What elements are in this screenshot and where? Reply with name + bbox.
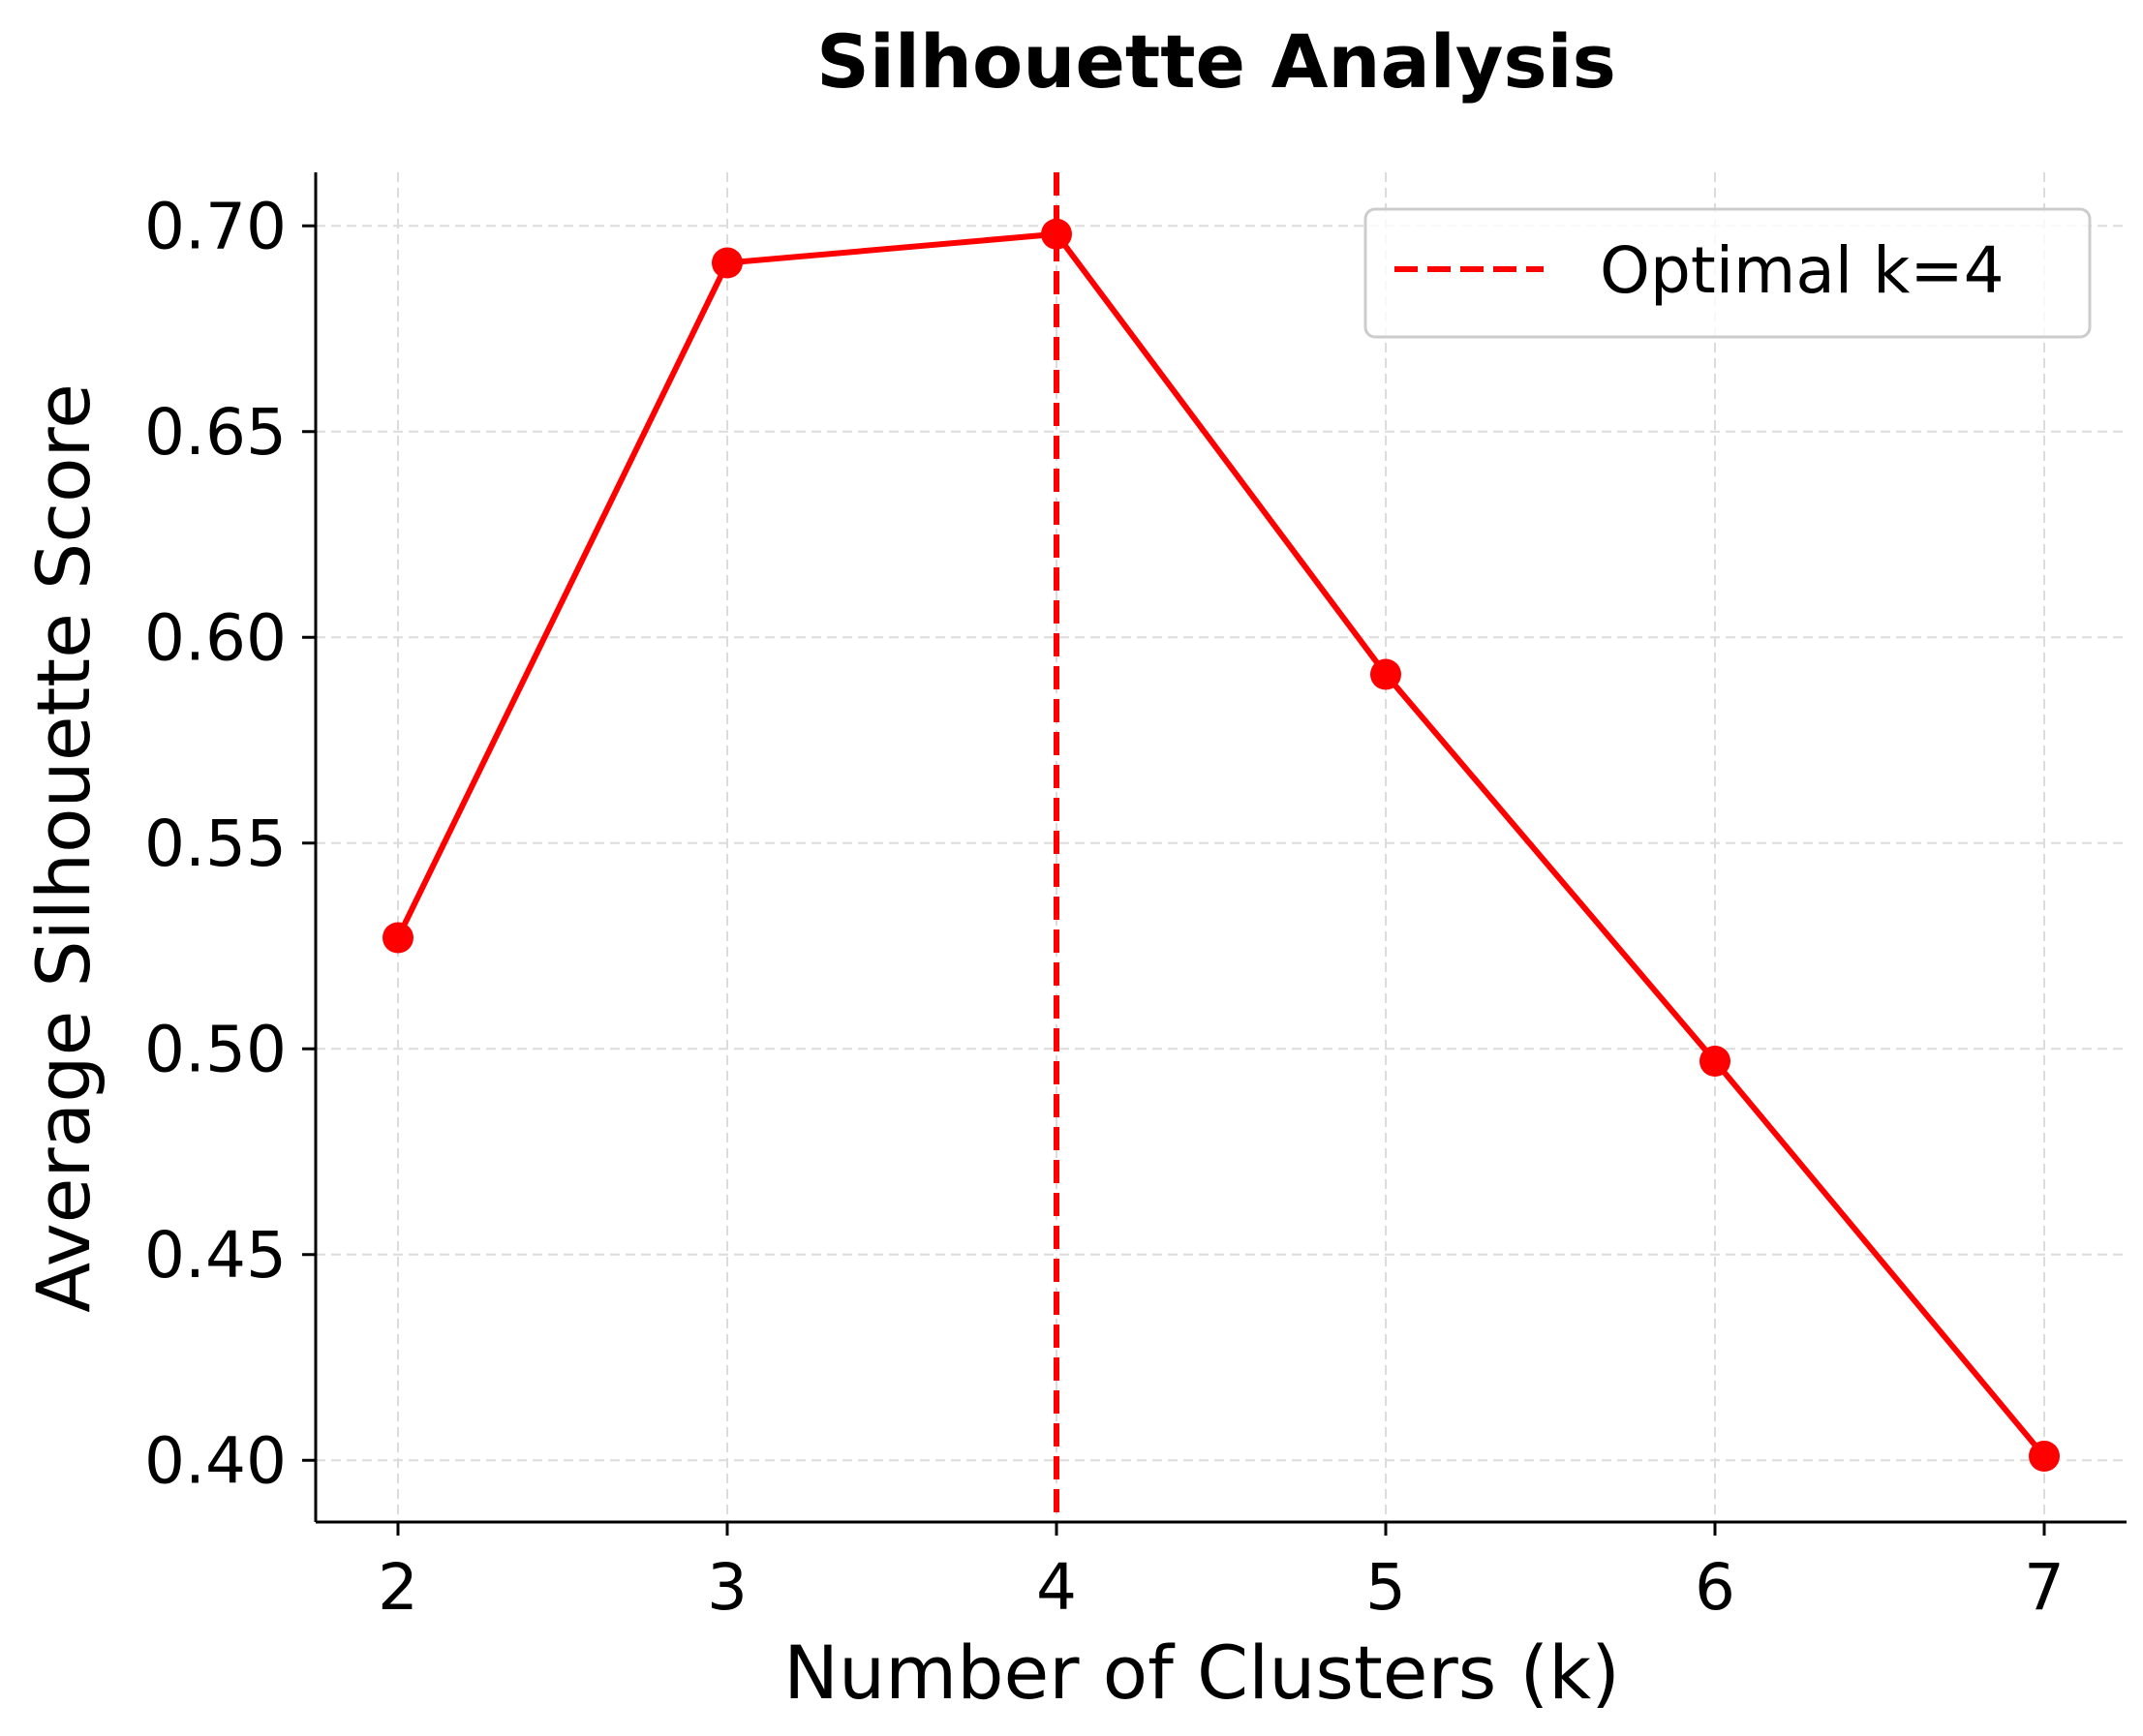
y-tick-label: 0.70 bbox=[144, 189, 287, 263]
series-layer bbox=[383, 218, 2060, 1472]
x-ticks: 2 3 4 5 6 7 bbox=[378, 1522, 2065, 1625]
y-tick-label: 0.40 bbox=[144, 1423, 287, 1498]
x-tick-label: 7 bbox=[2024, 1550, 2065, 1625]
legend-box bbox=[1363, 207, 2092, 339]
series-line bbox=[395, 230, 2047, 1458]
data-point bbox=[1699, 1046, 1730, 1077]
y-tick-label: 0.65 bbox=[144, 395, 287, 470]
x-tick-label: 6 bbox=[1695, 1550, 1735, 1625]
data-point bbox=[1370, 658, 1401, 690]
x-tick-label: 3 bbox=[707, 1550, 748, 1625]
y-axis-label: Average Silhouette Score bbox=[20, 383, 107, 1313]
x-tick-label: 2 bbox=[378, 1550, 418, 1625]
grid bbox=[316, 172, 2127, 1522]
legend: Optimal k=4 bbox=[1363, 207, 2092, 339]
x-axis-label: Number of Clusters (k) bbox=[783, 1629, 1620, 1716]
data-point bbox=[1041, 218, 1072, 250]
y-tick-label: 0.55 bbox=[144, 807, 287, 881]
chart-title: Silhouette Analysis bbox=[816, 18, 1616, 105]
y-tick-label: 0.45 bbox=[144, 1218, 287, 1293]
y-ticks: 0.40 0.45 0.50 0.55 0.60 0.65 0.70 bbox=[144, 189, 316, 1498]
legend-entry-label: Optimal k=4 bbox=[1600, 233, 2005, 308]
data-point bbox=[712, 247, 743, 279]
y-tick-label: 0.60 bbox=[144, 600, 287, 675]
data-point bbox=[383, 922, 413, 954]
y-tick-label: 0.50 bbox=[144, 1012, 287, 1086]
x-tick-label: 5 bbox=[1365, 1550, 1406, 1625]
x-tick-label: 4 bbox=[1036, 1550, 1077, 1625]
data-point bbox=[2029, 1441, 2060, 1472]
